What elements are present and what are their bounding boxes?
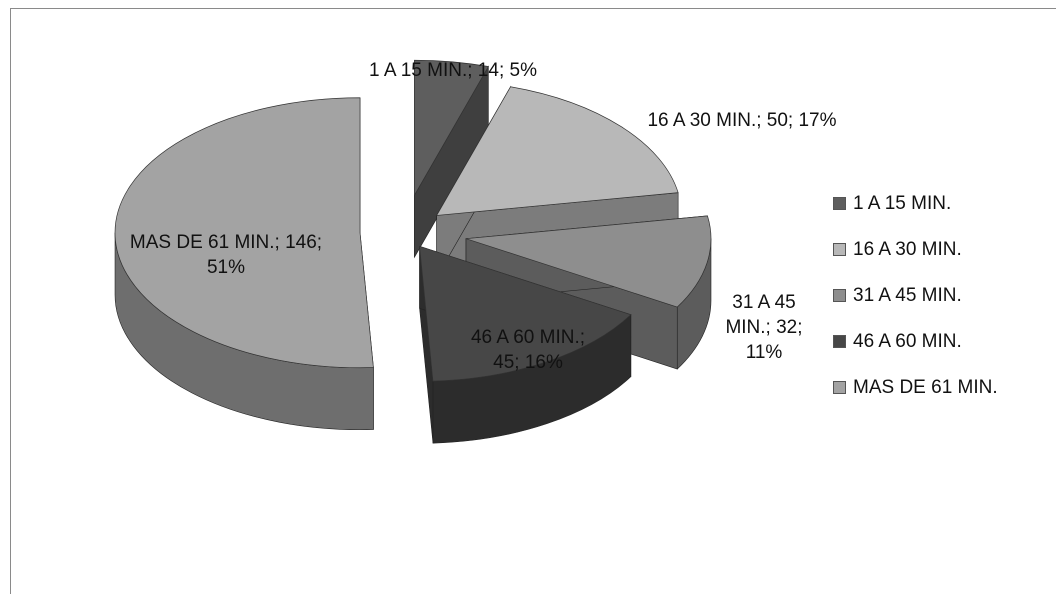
legend-label: 1 A 15 MIN. — [853, 193, 952, 214]
pie-slice-top-46-a-60-min — [419, 245, 632, 382]
pie-slice-top-31-a-45-min — [465, 215, 712, 308]
data-label-31-a-45: 31 A 45 MIN.; 32; 11% — [725, 292, 803, 363]
data-label-mas-de-61: MAS DE 61 MIN.; 146; 51% — [129, 232, 323, 278]
chart-frame — [10, 8, 1056, 594]
pie-slice-46-a-60-min — [419, 245, 632, 444]
pie-slice-top-16-a-30-min — [436, 86, 679, 216]
pie-slice-top-1-a-15-min — [414, 59, 489, 197]
data-label-1-a-15: 1 A 15 MIN.; 14; 5% — [369, 60, 537, 81]
pie-slice-mas-de-61-min — [114, 97, 374, 431]
legend-label: MAS DE 61 MIN. — [853, 377, 998, 398]
data-label-16-a-30: 16 A 30 MIN.; 50; 17% — [647, 110, 837, 131]
pie-slice-top-mas-de-61-min — [114, 97, 374, 369]
pie-slice-1-a-15-min — [414, 59, 489, 259]
legend-swatch — [833, 289, 846, 302]
legend-swatch — [833, 381, 846, 394]
legend-label: 16 A 30 MIN. — [853, 239, 962, 260]
data-label-46-a-60: 46 A 60 MIN.; 45; 16% — [470, 327, 586, 373]
legend-label: 46 A 60 MIN. — [853, 331, 962, 352]
legend-label: 31 A 45 MIN. — [853, 285, 962, 306]
legend-swatch — [833, 335, 846, 348]
legend-swatch — [833, 197, 846, 210]
legend-swatch — [833, 243, 846, 256]
